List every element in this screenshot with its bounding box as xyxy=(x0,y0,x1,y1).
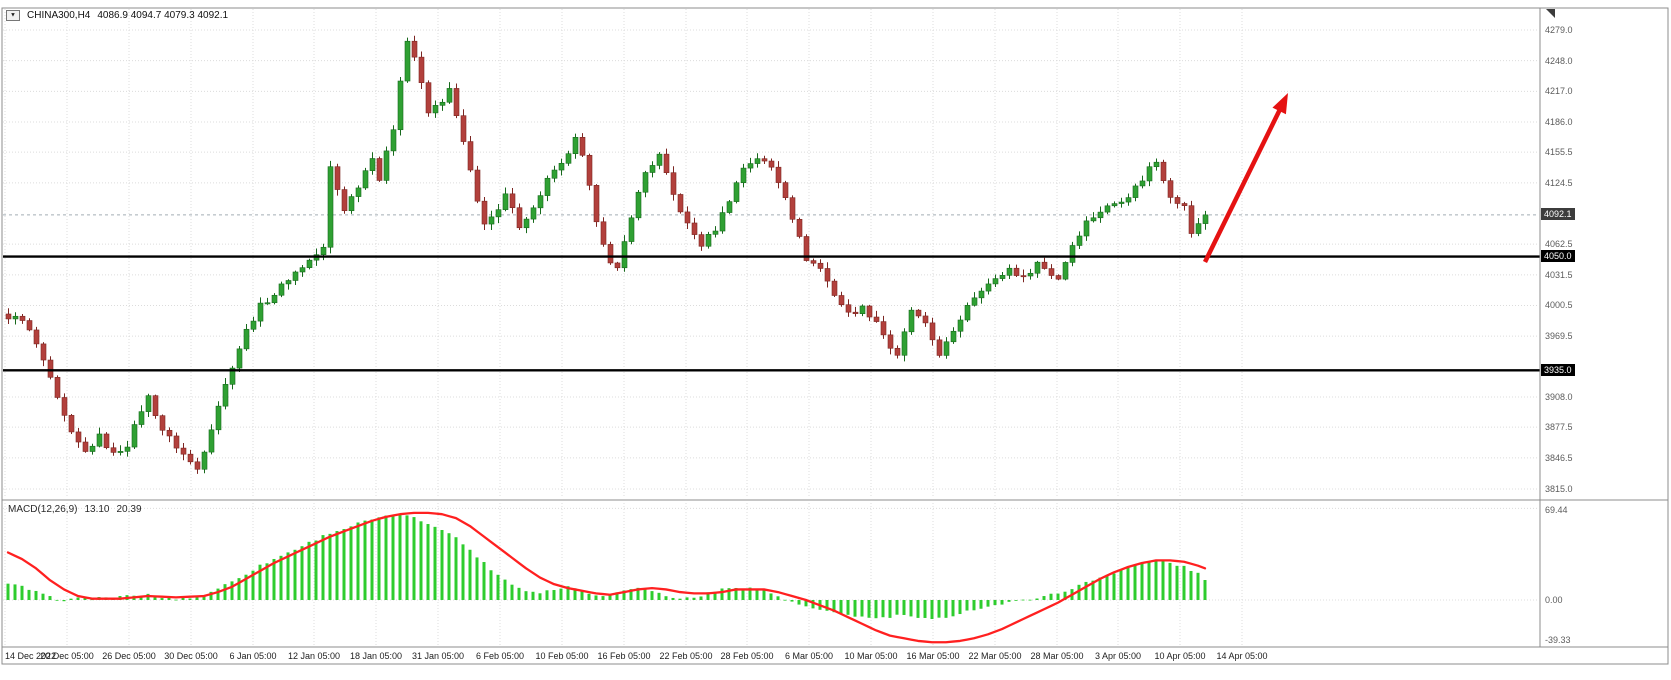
candles-layer xyxy=(5,35,1209,474)
dropdown-triangle-icon: ▼ xyxy=(10,12,16,18)
symbol-dropdown-button[interactable]: ▼ xyxy=(6,10,20,21)
macd-histogram xyxy=(6,515,1207,620)
chart-shift-marker[interactable] xyxy=(1546,9,1555,18)
trend-arrow-head[interactable] xyxy=(1272,93,1288,115)
grid-layer xyxy=(3,9,1539,645)
macd-signal-line xyxy=(6,511,1207,644)
chart-frame xyxy=(1,7,1669,665)
trend-arrow-shaft[interactable] xyxy=(1202,105,1284,263)
